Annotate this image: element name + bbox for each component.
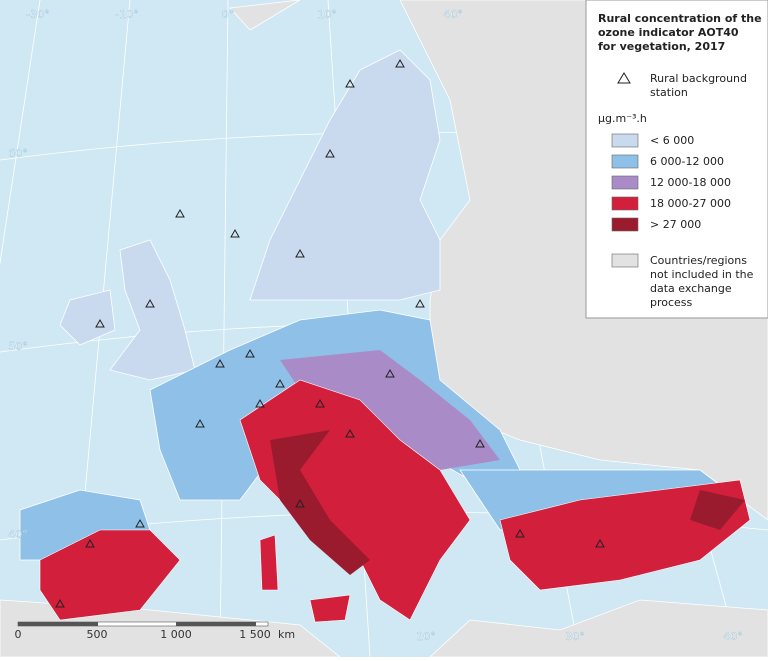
- legend-station: Rural background: [650, 72, 747, 85]
- po-italy: [270, 430, 370, 575]
- legend-class-label: 6 000-12 000: [650, 155, 724, 168]
- scale-label: 1 000: [160, 628, 192, 641]
- land-low: [59, 49, 441, 381]
- great-britain: [109, 239, 196, 381]
- legend-excluded: not included in the: [650, 268, 754, 281]
- iceland: [229, 0, 301, 31]
- graticule-label: -30°: [26, 8, 49, 21]
- scale-bar: 0 500 1 000 1 500 km: [15, 621, 295, 641]
- legend-unit: µg.m⁻³.h: [598, 112, 647, 125]
- anatolia: [499, 479, 751, 591]
- legend-swatch: [611, 217, 639, 232]
- legend-excluded: Countries/regions: [650, 254, 747, 267]
- legend-station: station: [650, 86, 688, 99]
- land-purple: [280, 350, 500, 470]
- middle-east: [428, 599, 768, 658]
- station-symbol: [617, 72, 631, 84]
- legend-class-label: 12 000-18 000: [650, 176, 731, 189]
- graticule-label: 60°: [8, 147, 28, 160]
- land-darkred: [270, 430, 745, 575]
- stations: [55, 58, 605, 608]
- legend: Rural concentration of the ozone indicat…: [585, 0, 768, 319]
- meridian: [219, 0, 229, 658]
- east-turkey: [690, 490, 745, 530]
- legend-classes: < 6 000 6 000-12 000 12 000-18 000 18 000-2…: [611, 133, 731, 232]
- scale-label: 500: [87, 628, 108, 641]
- meridian: [0, 0, 41, 266]
- legend-class-label: > 27 000: [650, 218, 701, 231]
- sicily: [309, 594, 351, 623]
- graticule-label: 40°: [723, 630, 743, 643]
- scandinavia: [249, 49, 441, 301]
- legend-title: Rural concentration of the: [598, 12, 762, 25]
- graticule-label: 20°: [416, 630, 436, 643]
- legend-title: ozone indicator AOT40: [598, 26, 739, 39]
- scale-bar-seg: [176, 622, 256, 626]
- legend-excluded: process: [650, 296, 693, 309]
- ireland: [59, 289, 116, 346]
- sardinia: [259, 534, 279, 591]
- scale-label: 0: [15, 628, 22, 641]
- legend-class-label: 18 000-27 000: [650, 197, 731, 210]
- legend-class-label: < 6 000: [650, 134, 694, 147]
- graticule-label: 10°: [317, 8, 337, 21]
- graticule-label: 50°: [8, 340, 28, 353]
- legend-title: for vegetation, 2017: [598, 40, 725, 53]
- graticule-label: 40°: [443, 8, 463, 21]
- scale-bar-seg: [18, 622, 98, 626]
- legend-swatch: [611, 133, 639, 148]
- legend-swatch: [611, 154, 639, 169]
- legend-swatch: [611, 253, 639, 268]
- station-markers: [55, 58, 605, 608]
- graticule-label: -10°: [115, 8, 138, 21]
- graticule-labels: -30° -10° 0° 10° 40° 60° 50° 40° 20° 30° 40°: [8, 8, 743, 643]
- graticule-label: 0°: [222, 8, 235, 21]
- zone: [280, 350, 500, 470]
- legend-swatch: [611, 196, 639, 211]
- scale-label: 1 500: [239, 628, 271, 641]
- legend-excluded: data exchange: [650, 282, 732, 295]
- iberia-south: [39, 529, 181, 621]
- graticule-label: 40°: [8, 528, 28, 541]
- scale-unit: km: [278, 628, 295, 641]
- legend-swatch: [611, 175, 639, 190]
- graticule-label: 30°: [565, 630, 585, 643]
